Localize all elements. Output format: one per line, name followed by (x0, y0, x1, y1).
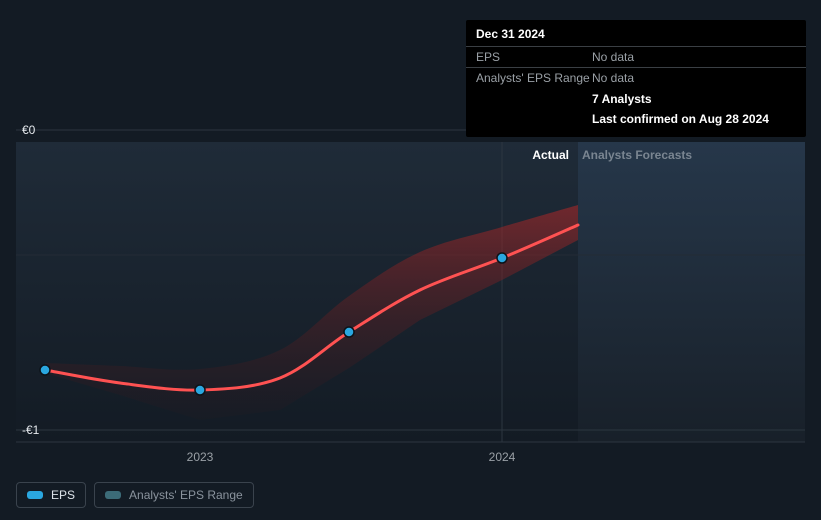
forecast-region-label: Analysts Forecasts (582, 148, 692, 162)
tooltip-row: Analysts' EPS Range No data (466, 67, 806, 88)
actual-region-label: Actual (532, 148, 569, 162)
tooltip-label: Analysts' EPS Range (476, 70, 592, 86)
tooltip-value: No data (592, 49, 796, 65)
x-tick-label: 2024 (489, 450, 516, 464)
legend-item-eps[interactable]: EPS (16, 482, 86, 508)
y-tick-label: -€1 (22, 423, 39, 437)
x-tick-label: 2023 (187, 450, 214, 464)
legend-label: EPS (51, 488, 75, 502)
tooltip-label: EPS (476, 49, 592, 65)
y-tick-label: €0 (22, 123, 35, 137)
tooltip-value: No data (592, 70, 796, 86)
tooltip-row: EPS No data (466, 46, 806, 67)
tooltip-extra: Last confirmed on Aug 28 2024 (466, 109, 806, 129)
legend-label: Analysts' EPS Range (129, 488, 243, 502)
eps-chart: €0 -€1 2023 2024 Actual Analysts Forecas… (0, 0, 821, 520)
tooltip-extra: 7 Analysts (466, 89, 806, 109)
data-tooltip: Dec 31 2024 EPS No data Analysts' EPS Ra… (466, 20, 806, 137)
legend-item-range[interactable]: Analysts' EPS Range (94, 482, 254, 508)
legend-swatch-eps (27, 491, 43, 499)
tooltip-title: Dec 31 2024 (466, 26, 806, 46)
legend-swatch-range (105, 491, 121, 499)
legend: EPS Analysts' EPS Range (16, 482, 254, 508)
